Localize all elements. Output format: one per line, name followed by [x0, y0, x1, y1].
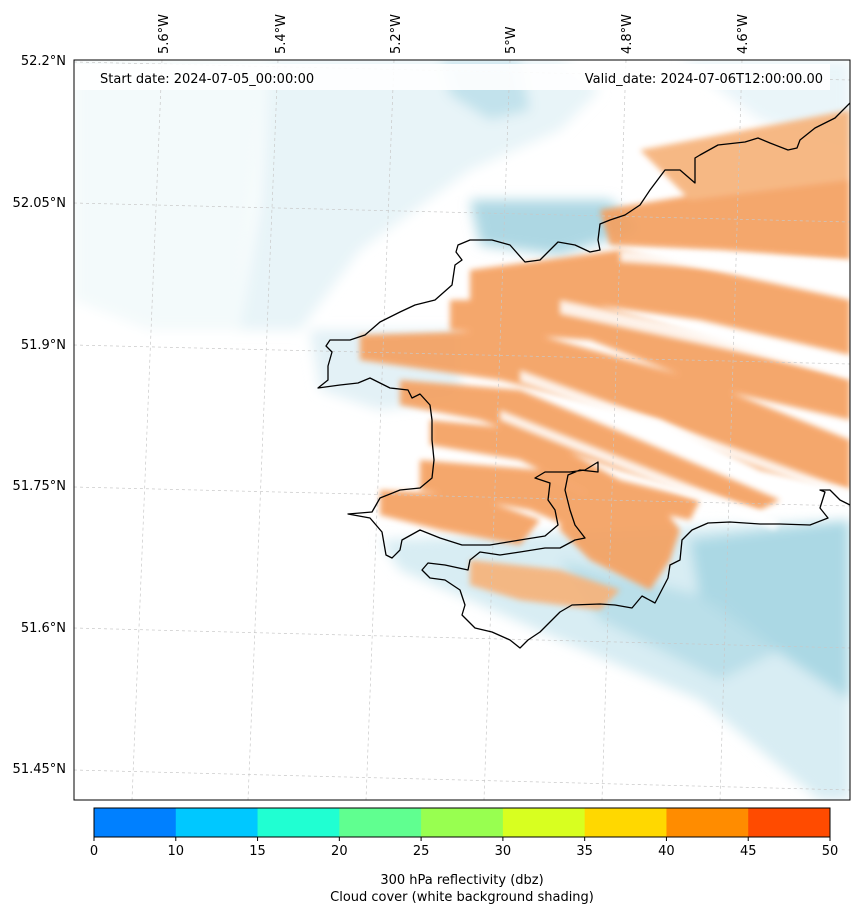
colorbar-segment: [175, 808, 259, 837]
lon-label: 4.8°W: [620, 14, 635, 54]
colorbar-label-line2: Cloud cover (white background shading): [330, 890, 594, 905]
colorbar-tick-label: 35: [576, 844, 593, 859]
colorbar-tick-label: 40: [658, 844, 675, 859]
colorbar-segment: [584, 808, 667, 837]
colorbar-label-line1: 300 hPa reflectivity (dbz): [380, 873, 543, 888]
colorbar-tick-label: 50: [822, 844, 839, 859]
colorbar-segment: [339, 808, 422, 837]
latitude-labels: 52.2°N 52.05°N 51.9°N 51.75°N 51.6°N 51.…: [13, 54, 66, 777]
lat-label: 51.45°N: [13, 762, 66, 777]
lat-label: 52.2°N: [21, 54, 66, 69]
colorbar-tick-label: 15: [249, 844, 266, 859]
lon-label: 5.2°W: [389, 14, 404, 54]
colorbar-tick-label: 25: [413, 844, 430, 859]
colorbar-tick-label: 10: [168, 844, 185, 859]
info-box: [74, 64, 830, 90]
lat-label: 51.6°N: [21, 621, 66, 636]
lon-label: 5°W: [504, 26, 519, 54]
colorbar-ticks: 0 10 15 20 25 30 35 40 45 50: [90, 837, 838, 859]
colorbar: 0 10 15 20 25 30 35 40 45 50 300 hPa reflectivity…: [90, 807, 838, 905]
colorbar-segment: [257, 808, 340, 837]
lon-label: 5.6°W: [157, 14, 172, 54]
colorbar-segment: [666, 808, 749, 837]
valid-date-label: Valid_date: 2024-07-06T12:00:00.00: [585, 72, 823, 87]
colorbar-segment: [502, 808, 586, 837]
colorbar-segments: [94, 808, 831, 837]
map-area: [74, 60, 850, 800]
colorbar-tick-label: 0: [90, 844, 98, 859]
colorbar-segment: [94, 808, 177, 837]
colorbar-tick-label: 45: [740, 844, 757, 859]
lat-label: 51.9°N: [21, 338, 66, 353]
colorbar-segment: [748, 808, 831, 837]
map-frame: [73, 59, 851, 801]
colorbar-tick-label: 20: [331, 844, 348, 859]
start-date-label: Start date: 2024-07-05_00:00:00: [100, 72, 314, 87]
lon-label: 5.4°W: [274, 14, 289, 54]
colorbar-segment: [421, 808, 504, 837]
lat-label: 51.75°N: [13, 479, 66, 494]
colorbar-frame: [93, 807, 831, 838]
colorbar-tick-label: 30: [495, 844, 512, 859]
lat-label: 52.05°N: [13, 196, 66, 211]
reflectivity-layer: [360, 110, 850, 610]
longitude-labels: 5.6°W 5.4°W 5.2°W 5°W 4.8°W 4.6°W: [157, 14, 751, 54]
band-gaps: [500, 250, 850, 530]
coastline: [317, 102, 850, 649]
lon-label: 4.6°W: [736, 14, 751, 54]
